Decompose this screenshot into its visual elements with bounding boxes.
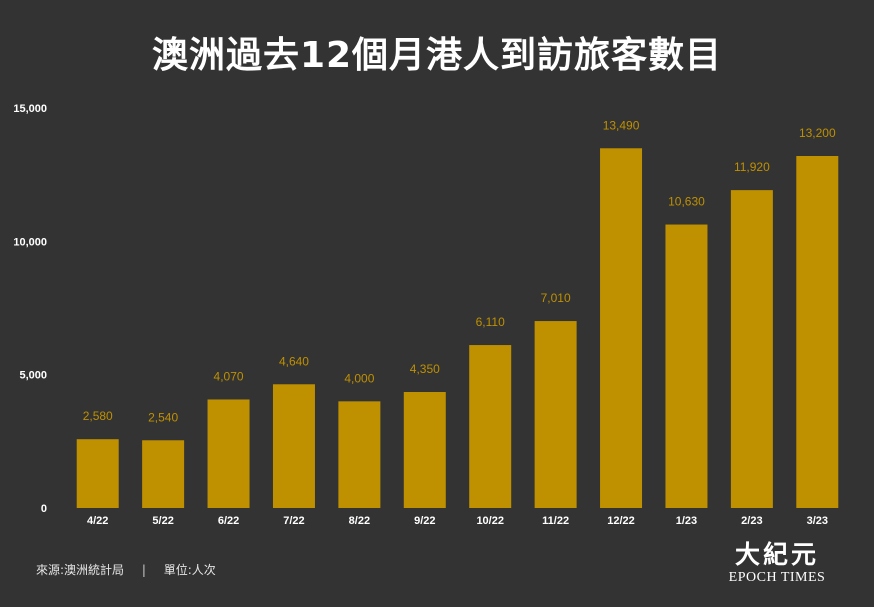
data-label: 6,110 [476,315,505,329]
bar [338,401,381,508]
data-label: 7,010 [541,291,571,305]
x-tick-label: 8/22 [349,515,370,527]
x-tick-label: 7/22 [283,515,304,527]
x-tick-label: 12/22 [607,515,635,527]
data-label: 4,070 [214,369,244,383]
x-tick-label: 5/22 [152,515,173,527]
x-tick-label: 3/23 [807,515,828,527]
data-label: 13,200 [799,126,836,140]
bar [207,399,250,508]
data-label: 4,350 [410,362,440,376]
chart-footer: 來源:澳洲統計局 | 單位:人次 [36,561,216,578]
bar [76,439,119,508]
bar [534,321,577,508]
data-label: 4,640 [279,354,309,368]
y-tick-label: 5,000 [19,370,47,382]
source-note: 來源:澳洲統計局 [36,563,125,577]
x-tick-label: 11/22 [542,515,569,527]
bar [142,440,185,508]
data-label: 4,000 [344,371,374,385]
data-label: 2,540 [148,410,178,424]
bar [469,345,512,508]
data-label: 13,490 [603,118,640,132]
logo-chinese: 大紀元 [734,540,819,569]
chart-title: 澳洲過去12個月港人到訪旅客數目 [151,35,723,76]
bar [272,384,315,508]
x-tick-label: 9/22 [414,515,435,527]
footer-separator: | [141,563,146,577]
x-tick-label: 2/23 [741,515,762,527]
epoch-times-logo: 大紀元 EPOCH TIMES [725,540,829,586]
data-label: 10,630 [668,195,705,209]
bar [600,148,643,508]
logo-english: EPOCH TIMES [728,570,826,585]
y-tick-label: 0 [41,503,47,515]
bar-chart: 0 5,000 10,000 15,000 2,580 4/22 2,540 5/22 4,07… [13,103,839,527]
data-label: 11,920 [734,160,770,174]
x-tick-label: 4/22 [87,515,108,527]
x-tick-label: 10/22 [476,515,504,527]
bar [403,392,446,508]
x-tick-label: 1/23 [676,515,697,527]
y-tick-label: 15,000 [13,103,47,115]
x-tick-label: 6/22 [218,515,239,527]
y-tick-label: 10,000 [13,236,47,248]
data-label: 2,580 [83,409,113,423]
unit-note: 單位:人次 [163,563,216,577]
bar [730,190,773,508]
bar [665,224,708,509]
bar [796,156,839,508]
